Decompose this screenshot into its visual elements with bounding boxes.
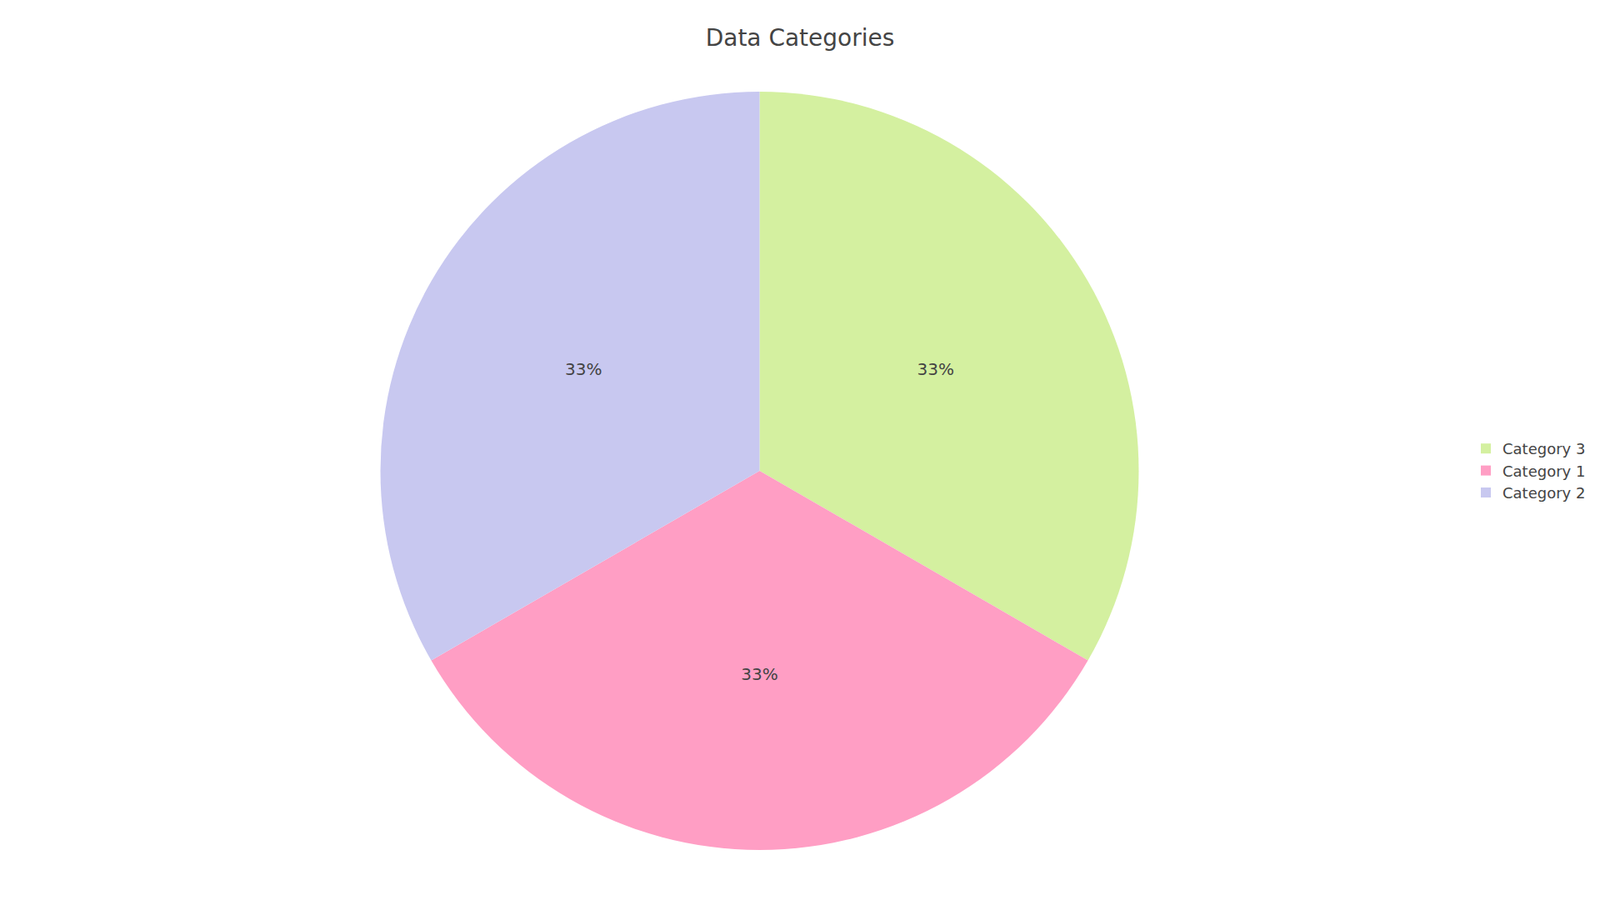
svg-text:Category 1: Category 1 — [1502, 462, 1585, 480]
svg-text:33%: 33% — [916, 359, 954, 380]
svg-text:33%: 33% — [565, 359, 602, 380]
svg-text:Category 3: Category 3 — [1502, 440, 1585, 458]
svg-text:33%: 33% — [740, 664, 778, 685]
svg-text:Category 2: Category 2 — [1502, 484, 1585, 502]
svg-text:Data Categories: Data Categories — [705, 24, 895, 52]
